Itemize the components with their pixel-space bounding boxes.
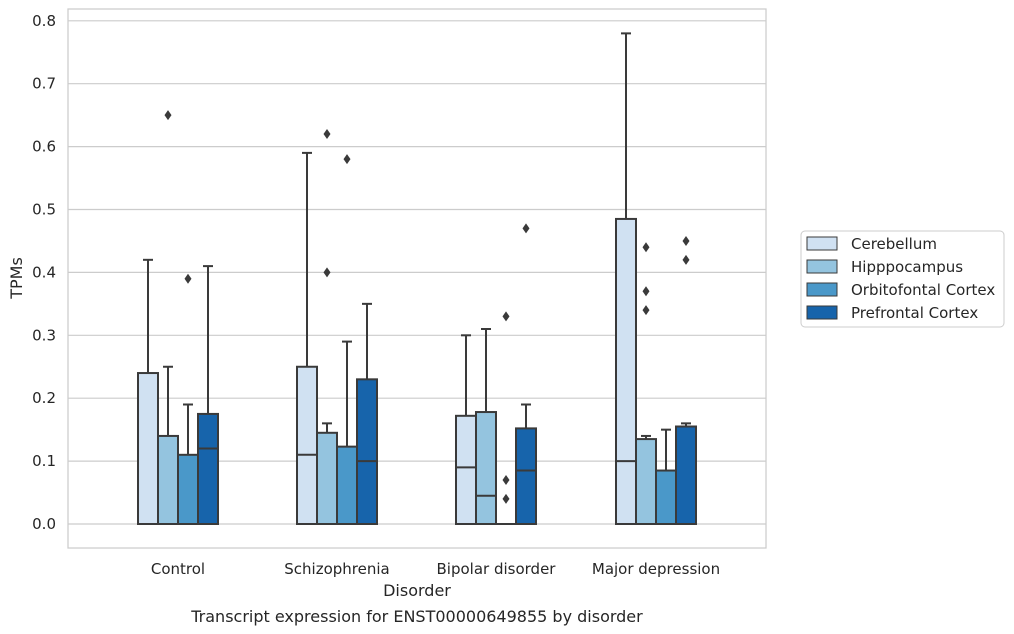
box-2-0 <box>177 273 199 525</box>
box-1-2 <box>475 328 497 525</box>
y-tick-label: 0.8 <box>32 12 56 30</box>
box-1-0 <box>157 110 179 525</box>
legend-item: Cerebellum <box>806 235 937 253</box>
iqr-box <box>515 427 537 525</box>
outlier-point <box>323 129 331 140</box>
x-axis-label: Disorder <box>383 581 451 600</box>
legend-frame <box>800 230 1005 328</box>
y-tick-label: 0.6 <box>32 138 56 156</box>
legend-item: Orbitofontal Cortex <box>806 281 995 299</box>
iqr-box <box>356 378 378 525</box>
box-groups <box>137 32 697 526</box>
x-tick-label: Control <box>151 560 205 578</box>
iqr-box <box>455 414 477 526</box>
iqr-box <box>635 438 657 525</box>
legend-label: Orbitofontal Cortex <box>851 281 995 299</box>
outlier-point <box>323 267 331 278</box>
legend-item: Prefrontal Cortex <box>806 304 978 322</box>
y-tick-label: 0.3 <box>32 326 56 344</box>
outlier-point <box>642 286 650 297</box>
box-3-0 <box>197 265 219 525</box>
x-tick-label: Major depression <box>592 560 720 578</box>
outlier-point <box>522 223 530 234</box>
iqr-box <box>177 453 199 525</box>
outlier-point <box>343 154 351 165</box>
legend-swatch <box>806 259 838 274</box>
outlier-point <box>502 474 510 485</box>
y-tick-label: 0.2 <box>32 389 56 407</box>
box-3-3 <box>675 235 697 526</box>
iqr-box <box>655 469 677 526</box>
y-tick-labels: 0.0 0.1 0.2 0.3 0.4 0.5 0.6 0.7 0.8 <box>32 12 56 533</box>
box-3-2 <box>515 223 537 525</box>
legend-swatch <box>806 236 838 251</box>
legend: Cerebellum Hipppocampus Orbitofontal Corte… <box>800 230 1005 328</box>
legend-item: Hipppocampus <box>806 258 963 276</box>
x-tick-label: Bipolar disorder <box>437 560 557 578</box>
outlier-point <box>682 254 690 265</box>
outlier-point <box>184 273 192 284</box>
legend-swatch <box>806 282 838 297</box>
y-axis-label: TPMs <box>7 257 26 300</box>
outlier-point <box>164 110 172 121</box>
box-2-1 <box>336 154 358 525</box>
x-tick-label: Schizophrenia <box>284 560 389 578</box>
box-2-3 <box>655 428 677 526</box>
y-tick-label: 0.7 <box>32 75 56 93</box>
legend-label: Prefrontal Cortex <box>851 304 978 322</box>
iqr-box <box>316 431 338 526</box>
outlier-point <box>502 311 510 322</box>
iqr-box <box>475 411 497 525</box>
box-0-3 <box>615 32 637 525</box>
y-tick-label: 0.5 <box>32 201 56 219</box>
y-tick-label: 0.0 <box>32 515 56 533</box>
y-tick-label: 0.1 <box>32 452 56 470</box>
legend-label: Cerebellum <box>851 235 937 253</box>
y-tick-label: 0.4 <box>32 263 56 281</box>
outlier-point <box>502 493 510 504</box>
iqr-box <box>197 412 219 525</box>
legend-label: Hipppocampus <box>851 258 963 276</box>
outlier-point <box>682 235 690 246</box>
box-2-2 <box>496 311 516 525</box>
box-1-3 <box>635 242 657 525</box>
iqr-box <box>336 445 358 525</box>
iqr-box <box>615 217 637 525</box>
box-0-1 <box>296 151 318 525</box>
iqr-box <box>675 425 697 526</box>
legend-swatch <box>806 305 838 320</box>
chart-caption: Transcript expression for ENST0000064985… <box>190 607 643 626</box>
x-tick-labels: Control Schizophrenia Bipolar disorder Majo… <box>151 560 720 578</box>
iqr-box <box>137 372 159 526</box>
iqr-box <box>296 365 318 525</box>
box-3-1 <box>356 302 378 525</box>
legend-items: Cerebellum Hipppocampus Orbitofontal Corte… <box>806 235 995 322</box>
outlier-point <box>642 305 650 316</box>
iqr-box <box>157 434 179 525</box>
outlier-point <box>642 242 650 253</box>
